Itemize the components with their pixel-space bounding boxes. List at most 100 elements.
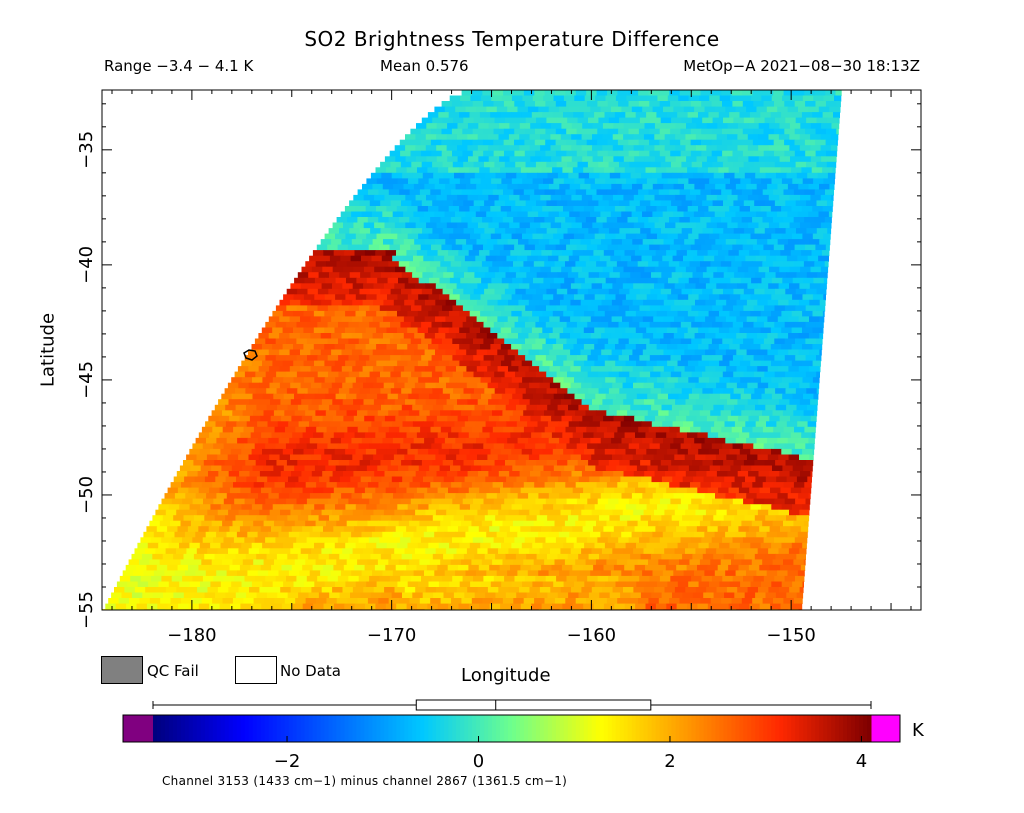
heatmap-cell — [548, 183, 560, 190]
heatmap-cell — [774, 338, 786, 345]
heatmap-cell — [427, 112, 439, 119]
heatmap-cell — [741, 410, 753, 417]
heatmap-cell — [504, 150, 515, 157]
heatmap-cell — [472, 537, 484, 544]
heatmap-cell — [440, 482, 452, 489]
heatmap-cell — [506, 421, 518, 428]
heatmap-cell — [539, 299, 551, 306]
heatmap-cell — [345, 542, 357, 549]
heatmap-cell — [778, 134, 790, 141]
heatmap-cell — [636, 581, 648, 588]
heatmap-cell — [614, 167, 626, 174]
heatmap-cell — [813, 393, 819, 400]
heatmap-cell — [273, 393, 285, 400]
heatmap-cell — [288, 570, 300, 577]
heatmap-cell — [589, 421, 601, 428]
heatmap-cell — [368, 426, 380, 433]
heatmap-cell — [407, 448, 419, 455]
heatmap-cell — [743, 117, 755, 124]
heatmap-cell — [492, 189, 504, 196]
heatmap-cell — [796, 172, 808, 179]
heatmap-cell — [367, 559, 379, 566]
heatmap-cell — [706, 194, 718, 201]
heatmap-cell — [763, 101, 775, 108]
heatmap-cell — [746, 316, 758, 323]
heatmap-cell — [437, 487, 449, 494]
heatmap-cell — [659, 139, 671, 146]
heatmap-cell — [520, 415, 531, 422]
heatmap-cell — [555, 139, 567, 146]
heatmap-cell — [652, 531, 664, 538]
heatmap-cell — [428, 294, 440, 301]
heatmap-cell — [318, 404, 330, 411]
heatmap-cell — [496, 493, 508, 500]
heatmap-cell — [524, 101, 536, 108]
heatmap-cell — [650, 460, 662, 467]
heatmap-cell — [688, 393, 700, 400]
heatmap-cell — [488, 194, 500, 201]
heatmap-cell — [351, 239, 363, 246]
heatmap-cell — [353, 399, 365, 406]
heatmap-cell — [355, 504, 367, 511]
heatmap-cell — [661, 476, 673, 483]
heatmap-cell — [617, 426, 629, 433]
heatmap-cell — [342, 509, 354, 516]
heatmap-cell — [615, 377, 627, 384]
heatmap-cell — [416, 432, 428, 439]
heatmap-cell — [623, 194, 635, 201]
heatmap-cell — [775, 515, 787, 522]
heatmap-cell — [442, 228, 454, 235]
heatmap-cell — [535, 443, 547, 450]
heatmap-cell — [336, 482, 348, 489]
heatmap-cell — [407, 581, 419, 588]
heatmap-cell — [286, 460, 298, 467]
heatmap-cell — [590, 437, 602, 444]
heatmap-cell — [646, 310, 658, 317]
heatmap-cell — [253, 482, 265, 489]
heatmap-cell — [441, 575, 453, 582]
heatmap-cell — [636, 294, 648, 301]
heatmap-cell — [390, 200, 402, 207]
heatmap-cell — [633, 134, 645, 141]
heatmap-cell — [741, 482, 753, 489]
heatmap-cell — [722, 321, 734, 328]
heatmap-cell — [583, 327, 595, 334]
heatmap-cell — [429, 410, 441, 417]
heatmap-cell — [762, 217, 774, 224]
heatmap-cell — [410, 537, 422, 544]
heatmap-cell — [690, 128, 702, 135]
heatmap-cell — [237, 437, 249, 444]
heatmap-cell — [615, 310, 627, 317]
heatmap-cell — [545, 139, 557, 146]
heatmap-cell — [627, 189, 639, 196]
heatmap-cell — [532, 581, 544, 588]
heatmap-cell — [756, 333, 768, 340]
heatmap-cell — [630, 172, 642, 179]
heatmap-cell — [660, 305, 672, 312]
heatmap-cell — [809, 382, 820, 389]
heatmap-cell — [524, 244, 536, 251]
heatmap-cell — [474, 228, 485, 235]
heatmap-cell — [629, 161, 641, 168]
heatmap-cell — [765, 404, 777, 411]
heatmap-cell — [774, 443, 786, 450]
heatmap-cell — [650, 371, 662, 378]
heatmap-cell — [645, 167, 657, 174]
heatmap-cell — [213, 537, 225, 544]
heatmap-cell — [400, 161, 412, 168]
heatmap-cell — [376, 542, 388, 549]
heatmap-cell — [235, 515, 247, 522]
heatmap-cell — [312, 415, 324, 422]
heatmap-cell — [820, 194, 832, 201]
heatmap-cell — [740, 95, 752, 102]
heatmap-cell — [707, 526, 719, 533]
heatmap-cell — [386, 344, 398, 351]
heatmap-cell — [712, 200, 724, 207]
heatmap-cell — [352, 299, 364, 306]
heatmap-cell — [272, 504, 284, 511]
heatmap-cell — [303, 377, 315, 384]
heatmap-cell — [582, 156, 594, 163]
heatmap-cell — [462, 537, 474, 544]
heatmap-cell — [454, 476, 466, 483]
heatmap-cell — [364, 487, 376, 494]
